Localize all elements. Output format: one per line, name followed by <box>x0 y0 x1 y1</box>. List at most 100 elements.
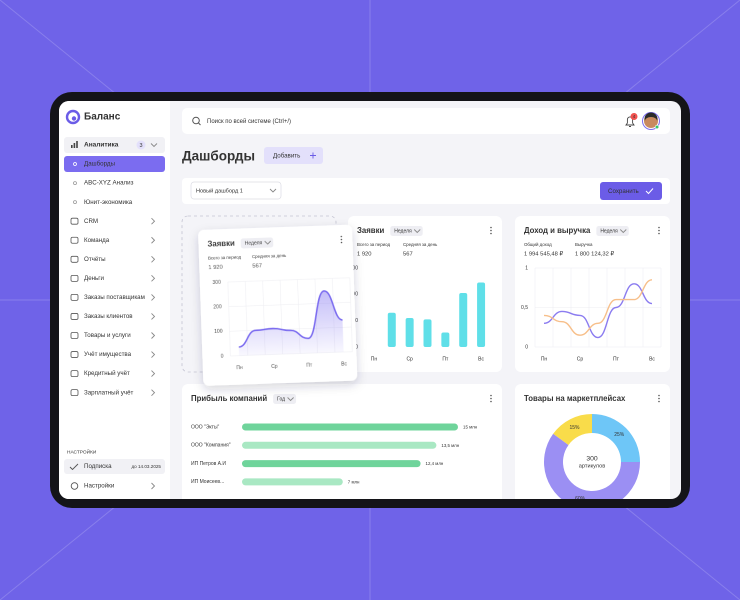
category-label: ИП Моисеев... <box>191 479 224 485</box>
donut-segment <box>544 433 640 499</box>
period-select[interactable] <box>273 394 297 404</box>
y-tick-label: 0 <box>525 344 528 350</box>
menu-item[interactable]: Заказы поставщикам <box>84 294 145 301</box>
chevron <box>151 275 156 282</box>
menu-dot <box>73 200 77 205</box>
notification-count: 4 <box>633 114 636 119</box>
line <box>238 290 343 348</box>
period-select[interactable] <box>596 226 629 236</box>
notification-badge <box>630 113 638 120</box>
bar <box>441 332 450 347</box>
avatar-ring[interactable] <box>642 112 660 130</box>
add-button[interactable] <box>264 147 323 164</box>
x-tick-label: Вс <box>649 356 655 362</box>
menu-row-selected <box>64 156 165 173</box>
value-label: 7 млн <box>348 479 360 484</box>
avatar-status <box>654 124 660 130</box>
sidebar-section: НАСТРОЙКИ <box>67 447 97 455</box>
card-menu-dot <box>658 400 660 403</box>
dashboard-select-value: Новый дашборд 1 <box>196 187 243 194</box>
x-tick-label: Вс <box>478 356 484 362</box>
y-tick-label: 300 <box>350 265 359 271</box>
bar <box>405 318 414 347</box>
line <box>543 279 653 336</box>
menu-item[interactable]: Аналитика <box>84 142 119 149</box>
category-label: ИП Петров А.И <box>191 461 226 467</box>
chevron <box>151 351 156 358</box>
subscription-row <box>64 459 165 474</box>
logo-icon-dot <box>71 116 77 121</box>
menu-icon <box>70 389 79 397</box>
chevron <box>413 229 421 234</box>
segment-label: 15% <box>570 425 581 431</box>
chevron <box>619 229 627 234</box>
value-label: 15 млн <box>463 424 478 429</box>
subscription-icon <box>69 463 79 471</box>
menu-icon <box>70 351 79 358</box>
menu-item[interactable]: Деньги <box>84 275 105 282</box>
card-menu-dot <box>490 394 492 397</box>
grid-line-vertical <box>227 281 231 356</box>
menu-item[interactable]: Юнит-экономика <box>84 199 133 206</box>
value-label: 13,5 млн <box>441 443 459 448</box>
chevron <box>151 482 156 490</box>
save-button[interactable] <box>600 182 662 200</box>
chevron <box>151 294 156 301</box>
card-title: Заявки <box>357 226 384 235</box>
stat-value: 1 920 <box>208 265 223 272</box>
menu-item[interactable]: ABC-XYZ Анализ <box>84 180 134 187</box>
menu-item[interactable]: CRM <box>84 218 98 225</box>
settings-icon <box>70 482 79 490</box>
stat-value: 1 994 545,48 ₽ <box>524 252 563 258</box>
menu-item[interactable]: Кредитный учёт <box>84 370 130 377</box>
search-placeholder: Поиск по всей системе (Ctrl+/) <box>207 118 291 125</box>
period-select[interactable] <box>240 237 274 249</box>
add-button-icon <box>310 152 316 159</box>
floating-card[interactable]: Заявки Неделя Всего за период 1 920 Средняя … <box>198 224 358 386</box>
menu-item[interactable]: Зарплатный учёт <box>84 389 134 396</box>
x-tick-label: Пт <box>306 362 313 368</box>
donut-center-value: 300 <box>586 455 598 462</box>
y-tick-label: 0,5 <box>521 305 528 311</box>
period-select-value: Неделя <box>245 240 263 247</box>
period-select[interactable] <box>390 226 423 236</box>
chevron <box>287 397 294 402</box>
add-button-label: Добавить <box>273 152 300 159</box>
menu-item[interactable]: Команда <box>84 237 110 244</box>
chevron <box>151 255 156 263</box>
settings-item[interactable]: Настройки <box>84 483 115 490</box>
menu-icon <box>70 274 79 282</box>
bar <box>387 312 396 347</box>
subscription-label[interactable]: Подписка <box>84 463 112 470</box>
stat-label: Всего за период <box>357 242 390 247</box>
dashboard-select[interactable] <box>190 181 282 200</box>
menu-badge <box>136 140 146 150</box>
card-menu-dot <box>490 226 492 229</box>
menu-icon <box>70 236 79 244</box>
grid-line-vertical <box>349 277 353 352</box>
card-menu-dot <box>658 229 660 232</box>
menu-item[interactable]: Товары и услуги <box>84 332 131 339</box>
chevron <box>150 143 158 148</box>
menu-item[interactable]: Заказы клиентов <box>84 313 133 320</box>
menu-icon <box>71 145 73 148</box>
x-tick-label: Пт <box>442 356 449 362</box>
card-menu-dot <box>490 397 492 400</box>
search-bar[interactable] <box>182 108 670 134</box>
bar <box>242 441 437 449</box>
card-menu-dot <box>490 400 492 403</box>
menu-icon <box>70 313 79 320</box>
chevron <box>151 389 156 396</box>
menu-item[interactable]: Учёт имущества <box>84 351 132 358</box>
menu-icon <box>73 143 76 148</box>
x-tick-label: Ср <box>577 356 584 362</box>
menu-item[interactable]: Дашборды <box>84 161 115 168</box>
bar <box>242 460 421 468</box>
bar <box>477 282 486 347</box>
donut-segment <box>592 414 640 462</box>
search-icon <box>192 116 200 125</box>
menu-item[interactable]: Отчёты <box>84 256 106 263</box>
chevron <box>151 370 156 377</box>
stat-label: Выручка <box>575 242 593 247</box>
menu-dot <box>73 162 77 166</box>
